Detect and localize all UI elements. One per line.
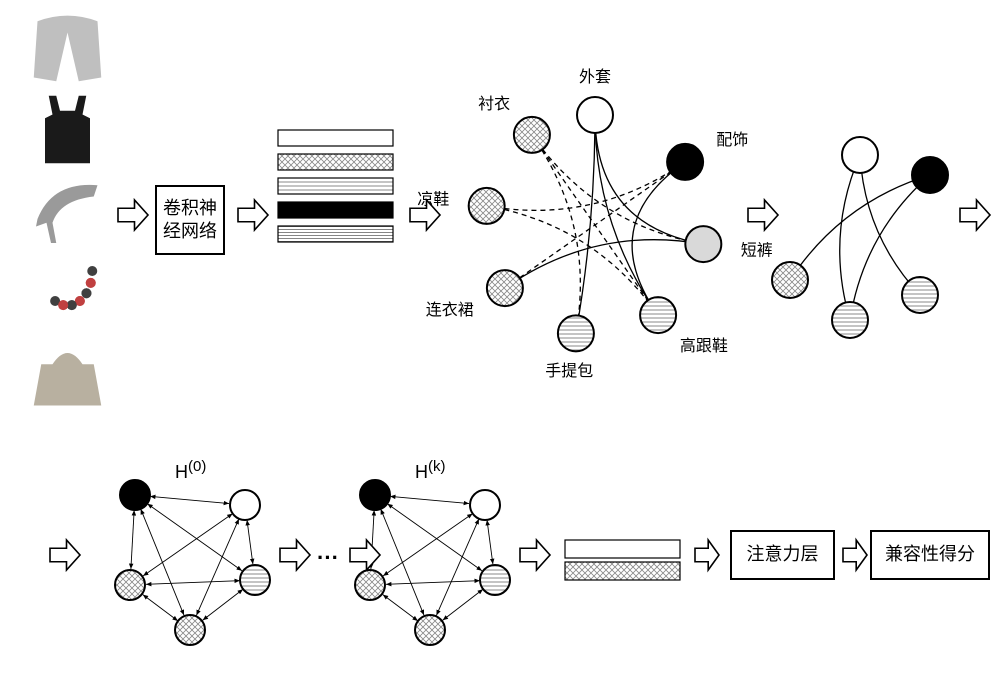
- flow-arrows: [0, 0, 1000, 696]
